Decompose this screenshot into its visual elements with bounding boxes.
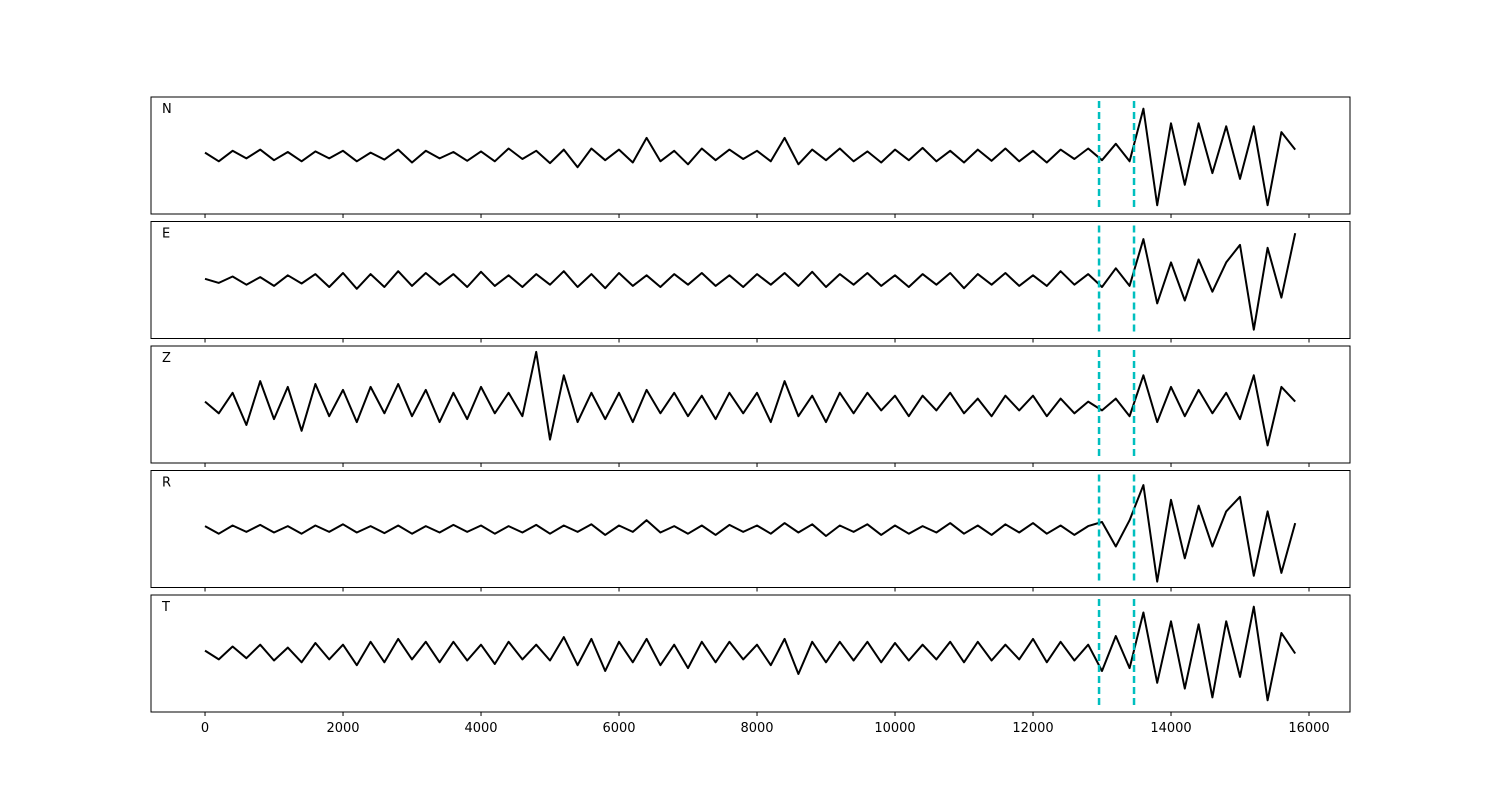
panel-frame — [150, 345, 1351, 464]
panel-label: T — [161, 600, 170, 615]
waveform — [204, 107, 1296, 207]
waveform — [204, 484, 1297, 583]
x-tick-label: 2000 — [326, 721, 359, 736]
waveform — [204, 350, 1296, 447]
x-tick-label: 12000 — [1012, 721, 1053, 736]
panel-frame — [150, 221, 1351, 339]
x-tick-label: 16000 — [1288, 721, 1329, 736]
panel-label: R — [162, 476, 171, 491]
x-tick-label: 14000 — [1150, 721, 1191, 736]
panel-frame — [150, 96, 1351, 215]
panel-frame — [150, 594, 1351, 713]
panel-label: N — [162, 102, 172, 117]
panel-frame — [150, 470, 1351, 588]
x-tick-label: 6000 — [602, 721, 635, 736]
waveform — [204, 605, 1297, 702]
x-tick-label: 4000 — [464, 721, 497, 736]
x-tick-label: 10000 — [874, 721, 915, 736]
waveform — [204, 232, 1297, 331]
x-tick-label: 0 — [201, 721, 209, 736]
x-tick-label: 8000 — [740, 721, 773, 736]
panel-label: Z — [162, 351, 171, 366]
panel-label: E — [162, 227, 170, 242]
